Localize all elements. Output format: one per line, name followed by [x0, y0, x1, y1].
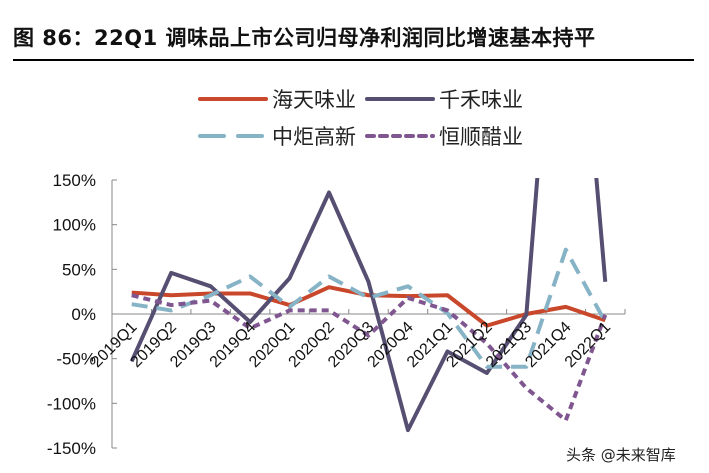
- legend-label-3: 中炬高新: [272, 125, 356, 149]
- y-tick-label: 0%: [71, 305, 96, 324]
- legend-label-2: 千禾味业: [439, 88, 523, 112]
- series-line-1: [131, 285, 606, 328]
- legend-label-4: 恒顺醋业: [439, 125, 523, 149]
- y-tick-label: 50%: [62, 260, 96, 279]
- y-tick-label: -150%: [47, 439, 96, 458]
- x-tick-labels: 2019Q12019Q22019Q32019Q42020Q12020Q22020…: [88, 319, 614, 371]
- axes: 150% 100% 50% 0% -50% -100% -150%: [47, 171, 626, 458]
- series-lines: [129, 178, 608, 433]
- y-tick-label: -100%: [47, 394, 96, 413]
- y-tick-label: -50%: [56, 350, 96, 369]
- legend-label-1: 海天味业: [272, 88, 356, 112]
- y-tick-label: 100%: [53, 216, 96, 235]
- y-tick-label: 150%: [53, 171, 96, 190]
- figure-title: 图 86：22Q1 调味品上市公司归母净利润同比增速基本持平: [13, 26, 596, 50]
- watermark: 头条 @未来智库: [566, 446, 676, 464]
- title-underline: [13, 59, 694, 61]
